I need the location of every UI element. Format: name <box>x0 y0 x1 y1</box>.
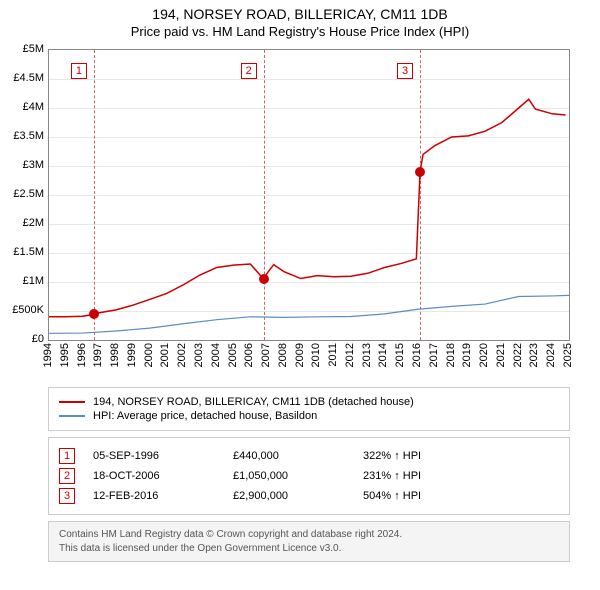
x-tick-label: 1994 <box>42 343 54 367</box>
x-tick-label: 1999 <box>126 343 138 367</box>
y-tick-label: £4M <box>0 101 44 113</box>
x-tick-label: 2005 <box>227 343 239 367</box>
sales-row: 3 12-FEB-2016£2,900,000504% ↑ HPI <box>59 488 559 504</box>
sales-row: 1 05-SEP-1996£440,000322% ↑ HPI <box>59 448 559 464</box>
x-tick-label: 2017 <box>428 343 440 367</box>
x-tick-label: 2003 <box>193 343 205 367</box>
sales-row-marker: 1 <box>59 448 75 464</box>
sales-table: 1 05-SEP-1996£440,000322% ↑ HPI 2 18-OCT-20… <box>48 437 570 515</box>
sales-row: 2 18-OCT-2006£1,050,000231% ↑ HPI <box>59 468 559 484</box>
sales-row-marker: 3 <box>59 488 75 504</box>
legend-label: 194, NORSEY ROAD, BILLERICAY, CM11 1DB (… <box>93 396 414 408</box>
y-tick-label: £500K <box>0 304 44 316</box>
x-tick-label: 2004 <box>210 343 222 367</box>
sale-event-marker: 1 <box>71 63 87 79</box>
legend-label: HPI: Average price, detached house, Basi… <box>93 410 317 422</box>
x-tick-label: 2007 <box>260 343 272 367</box>
x-tick-label: 2021 <box>495 343 507 367</box>
x-tick-label: 2008 <box>277 343 289 367</box>
legend: 194, NORSEY ROAD, BILLERICAY, CM11 1DB (… <box>48 387 570 431</box>
sales-row-price: £1,050,000 <box>233 470 363 482</box>
chart-title: 194, NORSEY ROAD, BILLERICAY, CM11 1DB <box>0 0 600 22</box>
x-tick-label: 2001 <box>159 343 171 367</box>
y-tick-label: £2.5M <box>0 188 44 200</box>
x-tick-label: 2012 <box>344 343 356 367</box>
y-tick-label: £1M <box>0 275 44 287</box>
legend-swatch <box>59 415 85 417</box>
footer-line-1: Contains HM Land Registry data © Crown c… <box>59 528 559 542</box>
sale-event-marker: 3 <box>397 63 413 79</box>
chart-area: £0 £500K £1M £1.5M £2M £2.5M £3M £3.5M £4M £4.5M £… <box>0 43 600 383</box>
plot-area <box>48 49 570 341</box>
x-tick-label: 2018 <box>445 343 457 367</box>
x-tick-label: 2011 <box>327 343 339 367</box>
x-tick-label: 2010 <box>310 343 322 367</box>
sales-row-date: 05-SEP-1996 <box>93 450 233 462</box>
y-tick-label: £5M <box>0 43 44 55</box>
x-tick-label: 2015 <box>394 343 406 367</box>
x-tick-label: 2000 <box>143 343 155 367</box>
x-tick-label: 2023 <box>528 343 540 367</box>
legend-item: 194, NORSEY ROAD, BILLERICAY, CM11 1DB (… <box>59 396 559 408</box>
chart-container: 194, NORSEY ROAD, BILLERICAY, CM11 1DB P… <box>0 0 600 562</box>
series-hpi <box>49 295 569 333</box>
x-tick-label: 2013 <box>361 343 373 367</box>
x-tick-label: 1996 <box>76 343 88 367</box>
series-svg <box>49 50 569 340</box>
x-tick-label: 2020 <box>478 343 490 367</box>
x-tick-label: 2014 <box>377 343 389 367</box>
sales-row-price: £440,000 <box>233 450 363 462</box>
footer-line-2: This data is licensed under the Open Gov… <box>59 542 559 556</box>
y-tick-label: £2M <box>0 217 44 229</box>
y-tick-label: £3M <box>0 159 44 171</box>
x-tick-label: 2016 <box>411 343 423 367</box>
legend-item: HPI: Average price, detached house, Basi… <box>59 410 559 422</box>
y-tick-label: £0 <box>0 333 44 345</box>
sales-row-marker: 2 <box>59 468 75 484</box>
sales-row-date: 18-OCT-2006 <box>93 470 233 482</box>
legend-swatch <box>59 401 85 403</box>
series-property <box>49 99 566 316</box>
x-tick-label: 1995 <box>59 343 71 367</box>
x-tick-label: 1998 <box>109 343 121 367</box>
x-tick-label: 2009 <box>294 343 306 367</box>
x-tick-label: 1997 <box>92 343 104 367</box>
sales-row-date: 12-FEB-2016 <box>93 490 233 502</box>
x-tick-label: 2024 <box>545 343 557 367</box>
sales-row-hpi: 504% ↑ HPI <box>363 490 421 502</box>
x-tick-label: 2002 <box>176 343 188 367</box>
y-tick-label: £1.5M <box>0 246 44 258</box>
sales-row-price: £2,900,000 <box>233 490 363 502</box>
sales-row-hpi: 322% ↑ HPI <box>363 450 421 462</box>
x-tick-label: 2019 <box>461 343 473 367</box>
y-tick-label: £3.5M <box>0 130 44 142</box>
x-tick-label: 2022 <box>512 343 524 367</box>
y-tick-label: £4.5M <box>0 72 44 84</box>
x-tick-label: 2006 <box>243 343 255 367</box>
sales-row-hpi: 231% ↑ HPI <box>363 470 421 482</box>
footer-attribution: Contains HM Land Registry data © Crown c… <box>48 521 570 562</box>
chart-subtitle: Price paid vs. HM Land Registry's House … <box>0 22 600 43</box>
x-tick-label: 2025 <box>562 343 574 367</box>
sale-event-marker: 2 <box>241 63 257 79</box>
